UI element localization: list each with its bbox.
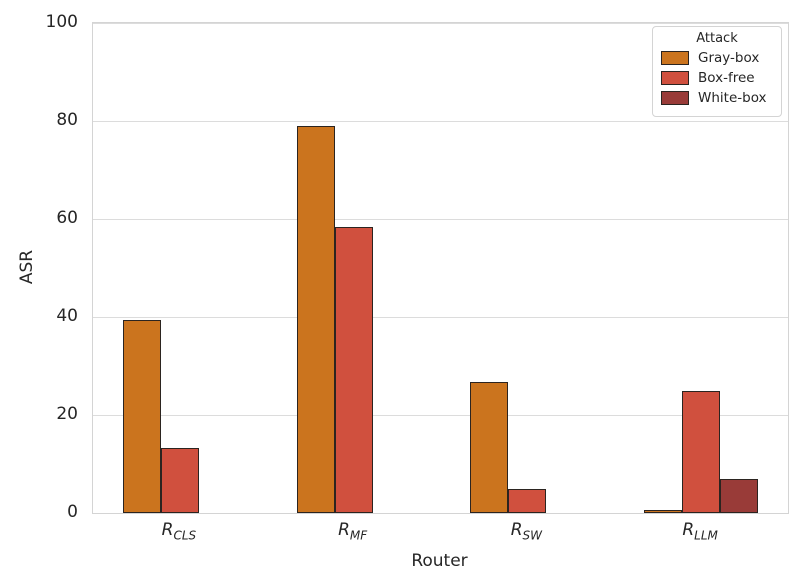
legend-swatch-gray-box: [661, 51, 689, 65]
legend-swatch-white-box: [661, 91, 689, 105]
bar-r_mf-box-free: [334, 227, 373, 513]
legend-label-white-box: White-box: [698, 90, 767, 106]
x-axis-label: Router: [411, 551, 468, 571]
y-tick-label-0: 0: [67, 502, 78, 522]
legend-entry-box-free: Box-free: [661, 70, 775, 86]
x-tick-label-r_llm: RLLM: [682, 520, 718, 543]
legend: Attack Gray-box Box-free White-box: [652, 26, 782, 117]
y-tick-label-100: 100: [45, 12, 78, 32]
bar-r_mf-gray-box: [296, 125, 335, 513]
x-tick-label-r_cls: RCLS: [161, 520, 197, 543]
legend-entry-gray-box: Gray-box: [661, 50, 775, 66]
y-axis-label: ASR: [17, 249, 37, 285]
x-tick-label-r_mf: RMF: [338, 520, 368, 543]
legend-title: Attack: [696, 31, 738, 46]
legend-entries: Gray-box Box-free White-box: [659, 50, 775, 106]
legend-label-gray-box: Gray-box: [698, 50, 760, 66]
bar-r_llm-gray-box: [644, 509, 683, 513]
y-tick-label-80: 80: [56, 110, 78, 130]
x-tick-label-r_sw: RSW: [510, 520, 543, 543]
y-tick-label-20: 20: [56, 404, 78, 424]
gridline-y100: [93, 23, 788, 24]
gridline-y60: [93, 219, 788, 220]
legend-swatch-box-free: [661, 71, 689, 85]
bar-r_sw-box-free: [508, 489, 547, 513]
bar-r_cls-box-free: [160, 447, 199, 513]
bar-r_sw-gray-box: [470, 381, 509, 513]
legend-entry-white-box: White-box: [661, 90, 775, 106]
y-tick-label-40: 40: [56, 306, 78, 326]
legend-label-box-free: Box-free: [698, 70, 755, 86]
bar-r_llm-white-box: [720, 478, 759, 513]
bar-r_llm-box-free: [682, 391, 721, 513]
bar-r_cls-gray-box: [122, 320, 161, 513]
gridline-y20: [93, 415, 788, 416]
gridline-y40: [93, 317, 788, 318]
gridline-y80: [93, 121, 788, 122]
y-tick-label-60: 60: [56, 208, 78, 228]
